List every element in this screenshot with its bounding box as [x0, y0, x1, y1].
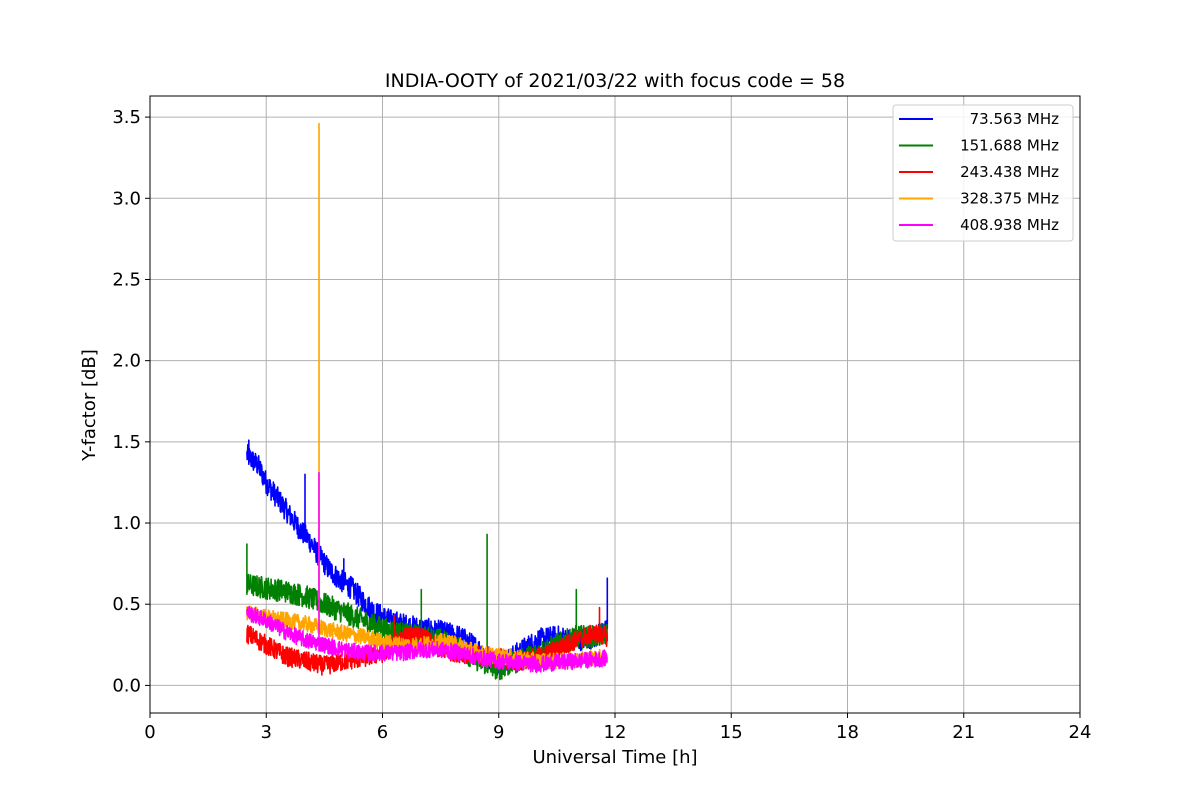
y-tick-label: 3.0: [112, 188, 141, 209]
x-tick-label: 18: [836, 722, 859, 743]
y-tick-label: 2.5: [112, 269, 141, 290]
y-tick-label: 3.5: [112, 107, 141, 128]
y-axis: 0.0 0.5 1.0 1.5 2.0 2.5 3.0 3.5: [112, 107, 150, 696]
x-tick-label: 15: [720, 722, 743, 743]
series-group: [246, 122, 609, 681]
x-tick-label: 6: [377, 722, 388, 743]
legend-label-2: 243.438 MHz: [960, 163, 1059, 181]
series-line-0: [246, 439, 609, 676]
chart-title: INDIA-OOTY of 2021/03/22 with focus code…: [385, 70, 845, 92]
y-tick-label: 1.5: [112, 432, 141, 453]
x-axis-label: Universal Time [h]: [532, 747, 697, 768]
y-tick-label: 0.0: [112, 675, 141, 696]
legend-label-3: 328.375 MHz: [960, 190, 1059, 208]
y-tick-label: 2.0: [112, 351, 141, 372]
x-tick-label: 21: [952, 722, 975, 743]
y-tick-label: 0.5: [112, 594, 141, 615]
legend: 73.563 MHz 151.688 MHz 243.438 MHz 328.375 …: [892, 104, 1074, 242]
x-axis: 0 3 6 9 12 15 18 21 24: [144, 713, 1091, 743]
x-tick-label: 24: [1069, 722, 1092, 743]
legend-label-1: 151.688 MHz: [960, 137, 1059, 155]
y-axis-label: Y-factor [dB]: [79, 349, 100, 462]
x-tick-label: 3: [261, 722, 272, 743]
x-tick-label: 0: [144, 722, 155, 743]
legend-label-4: 408.938 MHz: [960, 216, 1059, 234]
legend-box: [892, 104, 1074, 242]
series-line-4: [246, 471, 608, 674]
legend-label-0: 73.563 MHz: [970, 110, 1059, 128]
y-tick-label: 1.0: [112, 513, 141, 534]
x-tick-label: 12: [604, 722, 627, 743]
x-tick-label: 9: [493, 722, 504, 743]
series-line-2: [246, 606, 608, 676]
